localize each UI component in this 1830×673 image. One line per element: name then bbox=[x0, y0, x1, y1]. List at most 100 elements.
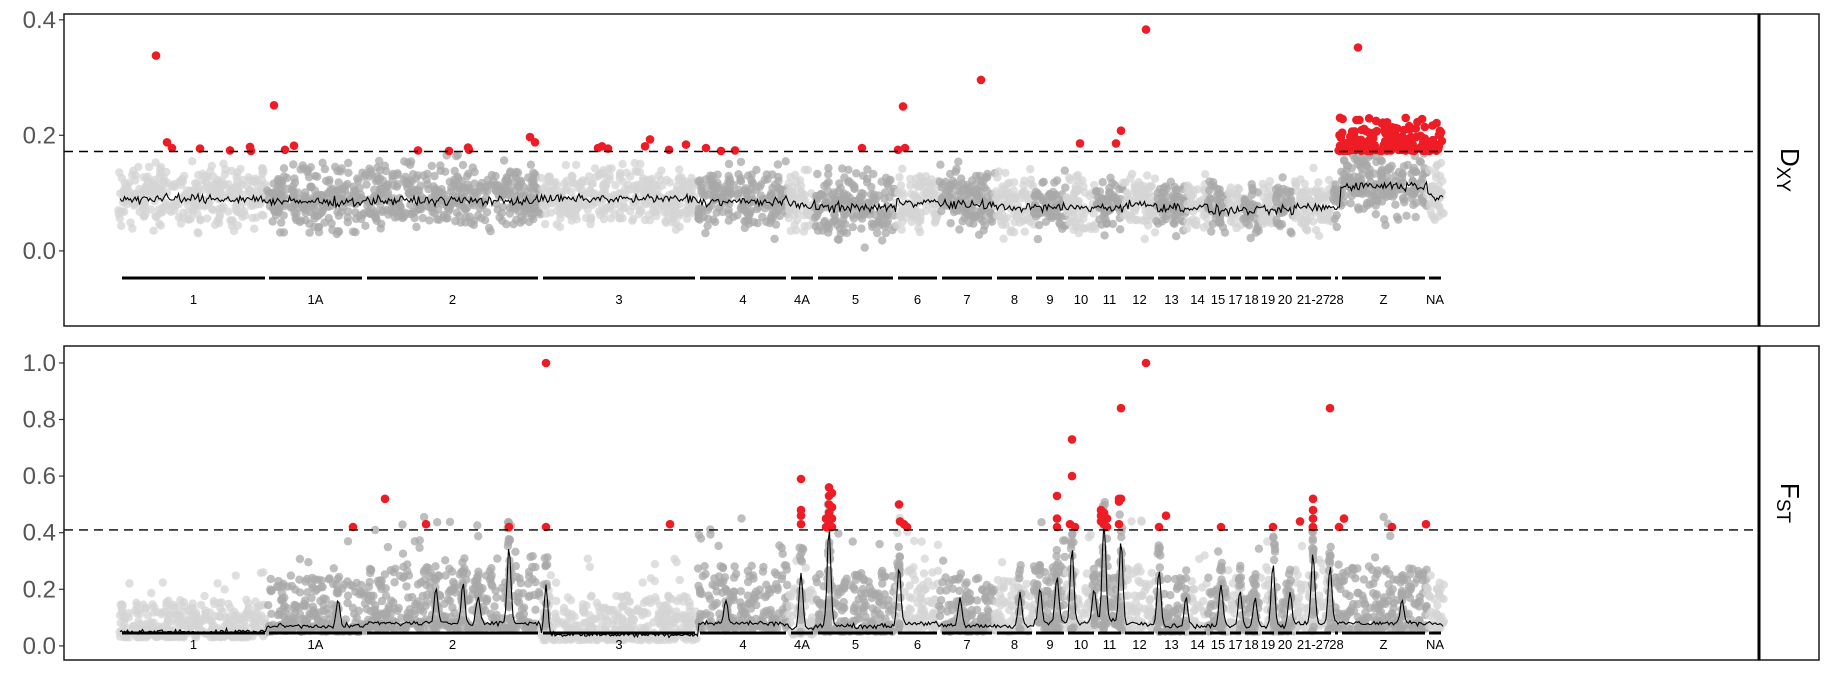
fst-background-point bbox=[402, 582, 411, 591]
dxy-background-point bbox=[1070, 188, 1079, 197]
dxy-background-point bbox=[551, 177, 560, 187]
fst-background-point bbox=[729, 595, 738, 605]
dxy-background-point bbox=[1388, 192, 1398, 201]
dxy-background-point bbox=[542, 209, 551, 218]
dxy-background-point bbox=[337, 164, 346, 173]
dxy-outlier-point bbox=[645, 135, 655, 144]
dxy-background-point bbox=[629, 214, 638, 224]
fst-background-point bbox=[415, 543, 424, 552]
dxy-background-point bbox=[555, 203, 565, 212]
dxy-background-point bbox=[1098, 178, 1107, 187]
dxy-background-point bbox=[1282, 194, 1291, 203]
dxy-background-point bbox=[257, 210, 266, 220]
dxy-background-point bbox=[1340, 191, 1349, 200]
fst-background-point bbox=[698, 571, 708, 581]
dxy-background-point bbox=[303, 167, 312, 177]
dxy-background-point bbox=[1336, 201, 1346, 210]
fst-background-point bbox=[375, 576, 385, 585]
dxy-background-point bbox=[1296, 218, 1306, 227]
fst-background-point bbox=[743, 566, 753, 576]
dxy-background-point bbox=[575, 182, 584, 191]
dxy-outlier-point bbox=[1417, 142, 1426, 151]
dxy-chromosome-label: 7 bbox=[963, 292, 970, 307]
fst-background-point bbox=[614, 612, 623, 622]
dxy-background-point bbox=[541, 201, 550, 210]
dxy-background-point bbox=[925, 179, 934, 188]
fst-background-point bbox=[651, 593, 660, 602]
fst-background-point bbox=[858, 593, 867, 603]
dxy-outlier-point bbox=[413, 146, 423, 155]
dxy-chromosome-label: 4 bbox=[739, 292, 746, 307]
dxy-background-point bbox=[477, 214, 486, 223]
fst-background-point bbox=[394, 603, 403, 613]
dxy-background-point bbox=[312, 172, 322, 181]
dxy-background-point bbox=[1119, 178, 1128, 187]
dxy-background-point bbox=[224, 188, 233, 197]
fst-background-point bbox=[524, 579, 533, 588]
dxy-background-point bbox=[207, 205, 217, 214]
fst-background-point bbox=[618, 600, 627, 610]
dxy-background-point bbox=[279, 228, 289, 237]
dxy-background-point bbox=[921, 187, 931, 197]
dxy-background-point bbox=[878, 236, 887, 245]
fst-background-point bbox=[761, 593, 770, 602]
fst-background-point bbox=[162, 601, 171, 610]
dxy-background-point bbox=[615, 174, 624, 183]
dxy-background-point bbox=[662, 175, 671, 185]
fst-background-point bbox=[920, 585, 930, 594]
dxy-background-point bbox=[115, 214, 125, 223]
dxy-background-point bbox=[336, 195, 346, 204]
dxy-chromosome-label: 13 bbox=[1164, 292, 1178, 307]
dxy-background-point bbox=[1193, 185, 1203, 194]
dxy-background-point bbox=[824, 178, 833, 187]
dxy-background-point bbox=[1408, 190, 1418, 199]
fst-background-point bbox=[513, 597, 522, 606]
dxy-background-point bbox=[954, 157, 963, 166]
dxy-background-point bbox=[433, 205, 443, 214]
fst-background-point bbox=[917, 537, 926, 546]
fst-background-point bbox=[209, 597, 218, 606]
dxy-background-point bbox=[351, 214, 361, 224]
fst-background-point bbox=[772, 570, 781, 579]
dxy-outlier-point bbox=[1420, 122, 1430, 132]
fst-background-point bbox=[399, 572, 409, 581]
dxy-background-point bbox=[1432, 160, 1442, 169]
fst-background-point bbox=[598, 620, 607, 629]
dxy-background-point bbox=[250, 193, 259, 202]
fst-background-point bbox=[405, 605, 414, 614]
fst-background-point bbox=[273, 610, 283, 620]
fst-background-point bbox=[240, 617, 249, 626]
dxy-background-point bbox=[418, 213, 427, 223]
dxy-background-point bbox=[979, 226, 988, 235]
dxy-background-point bbox=[630, 158, 639, 168]
dxy-background-point bbox=[155, 219, 164, 229]
dxy-background-point bbox=[641, 182, 651, 191]
dxy-background-point bbox=[120, 207, 129, 216]
fst-background-point bbox=[339, 580, 349, 589]
dxy-background-point bbox=[122, 184, 132, 193]
dxy-background-point bbox=[1434, 202, 1444, 211]
dxy-background-point bbox=[1358, 169, 1367, 179]
dxy-background-point bbox=[1300, 179, 1309, 189]
dxy-background-point bbox=[753, 219, 762, 228]
dxy-background-point bbox=[1140, 234, 1150, 244]
dxy-background-point bbox=[762, 170, 771, 179]
fst-background-point bbox=[730, 562, 739, 571]
dxy-background-point bbox=[1108, 219, 1118, 229]
dxy-background-point bbox=[811, 222, 820, 231]
dxy-background-point bbox=[441, 167, 450, 176]
dxy-background-point bbox=[672, 186, 681, 195]
dxy-background-point bbox=[416, 181, 425, 190]
dxy-outlier-point bbox=[664, 145, 674, 155]
fst-background-point bbox=[295, 554, 305, 564]
dxy-outlier-point bbox=[1391, 133, 1400, 142]
dxy-background-point bbox=[858, 189, 868, 199]
dxy-background-point bbox=[952, 164, 961, 174]
dxy-outlier-point bbox=[976, 75, 986, 85]
dxy-outlier-point bbox=[1352, 115, 1361, 125]
fst-background-point bbox=[433, 518, 442, 527]
dxy-background-point bbox=[793, 193, 802, 202]
dxy-background-point bbox=[915, 227, 925, 237]
fst-background-point bbox=[366, 566, 376, 575]
dxy-background-point bbox=[470, 167, 479, 177]
